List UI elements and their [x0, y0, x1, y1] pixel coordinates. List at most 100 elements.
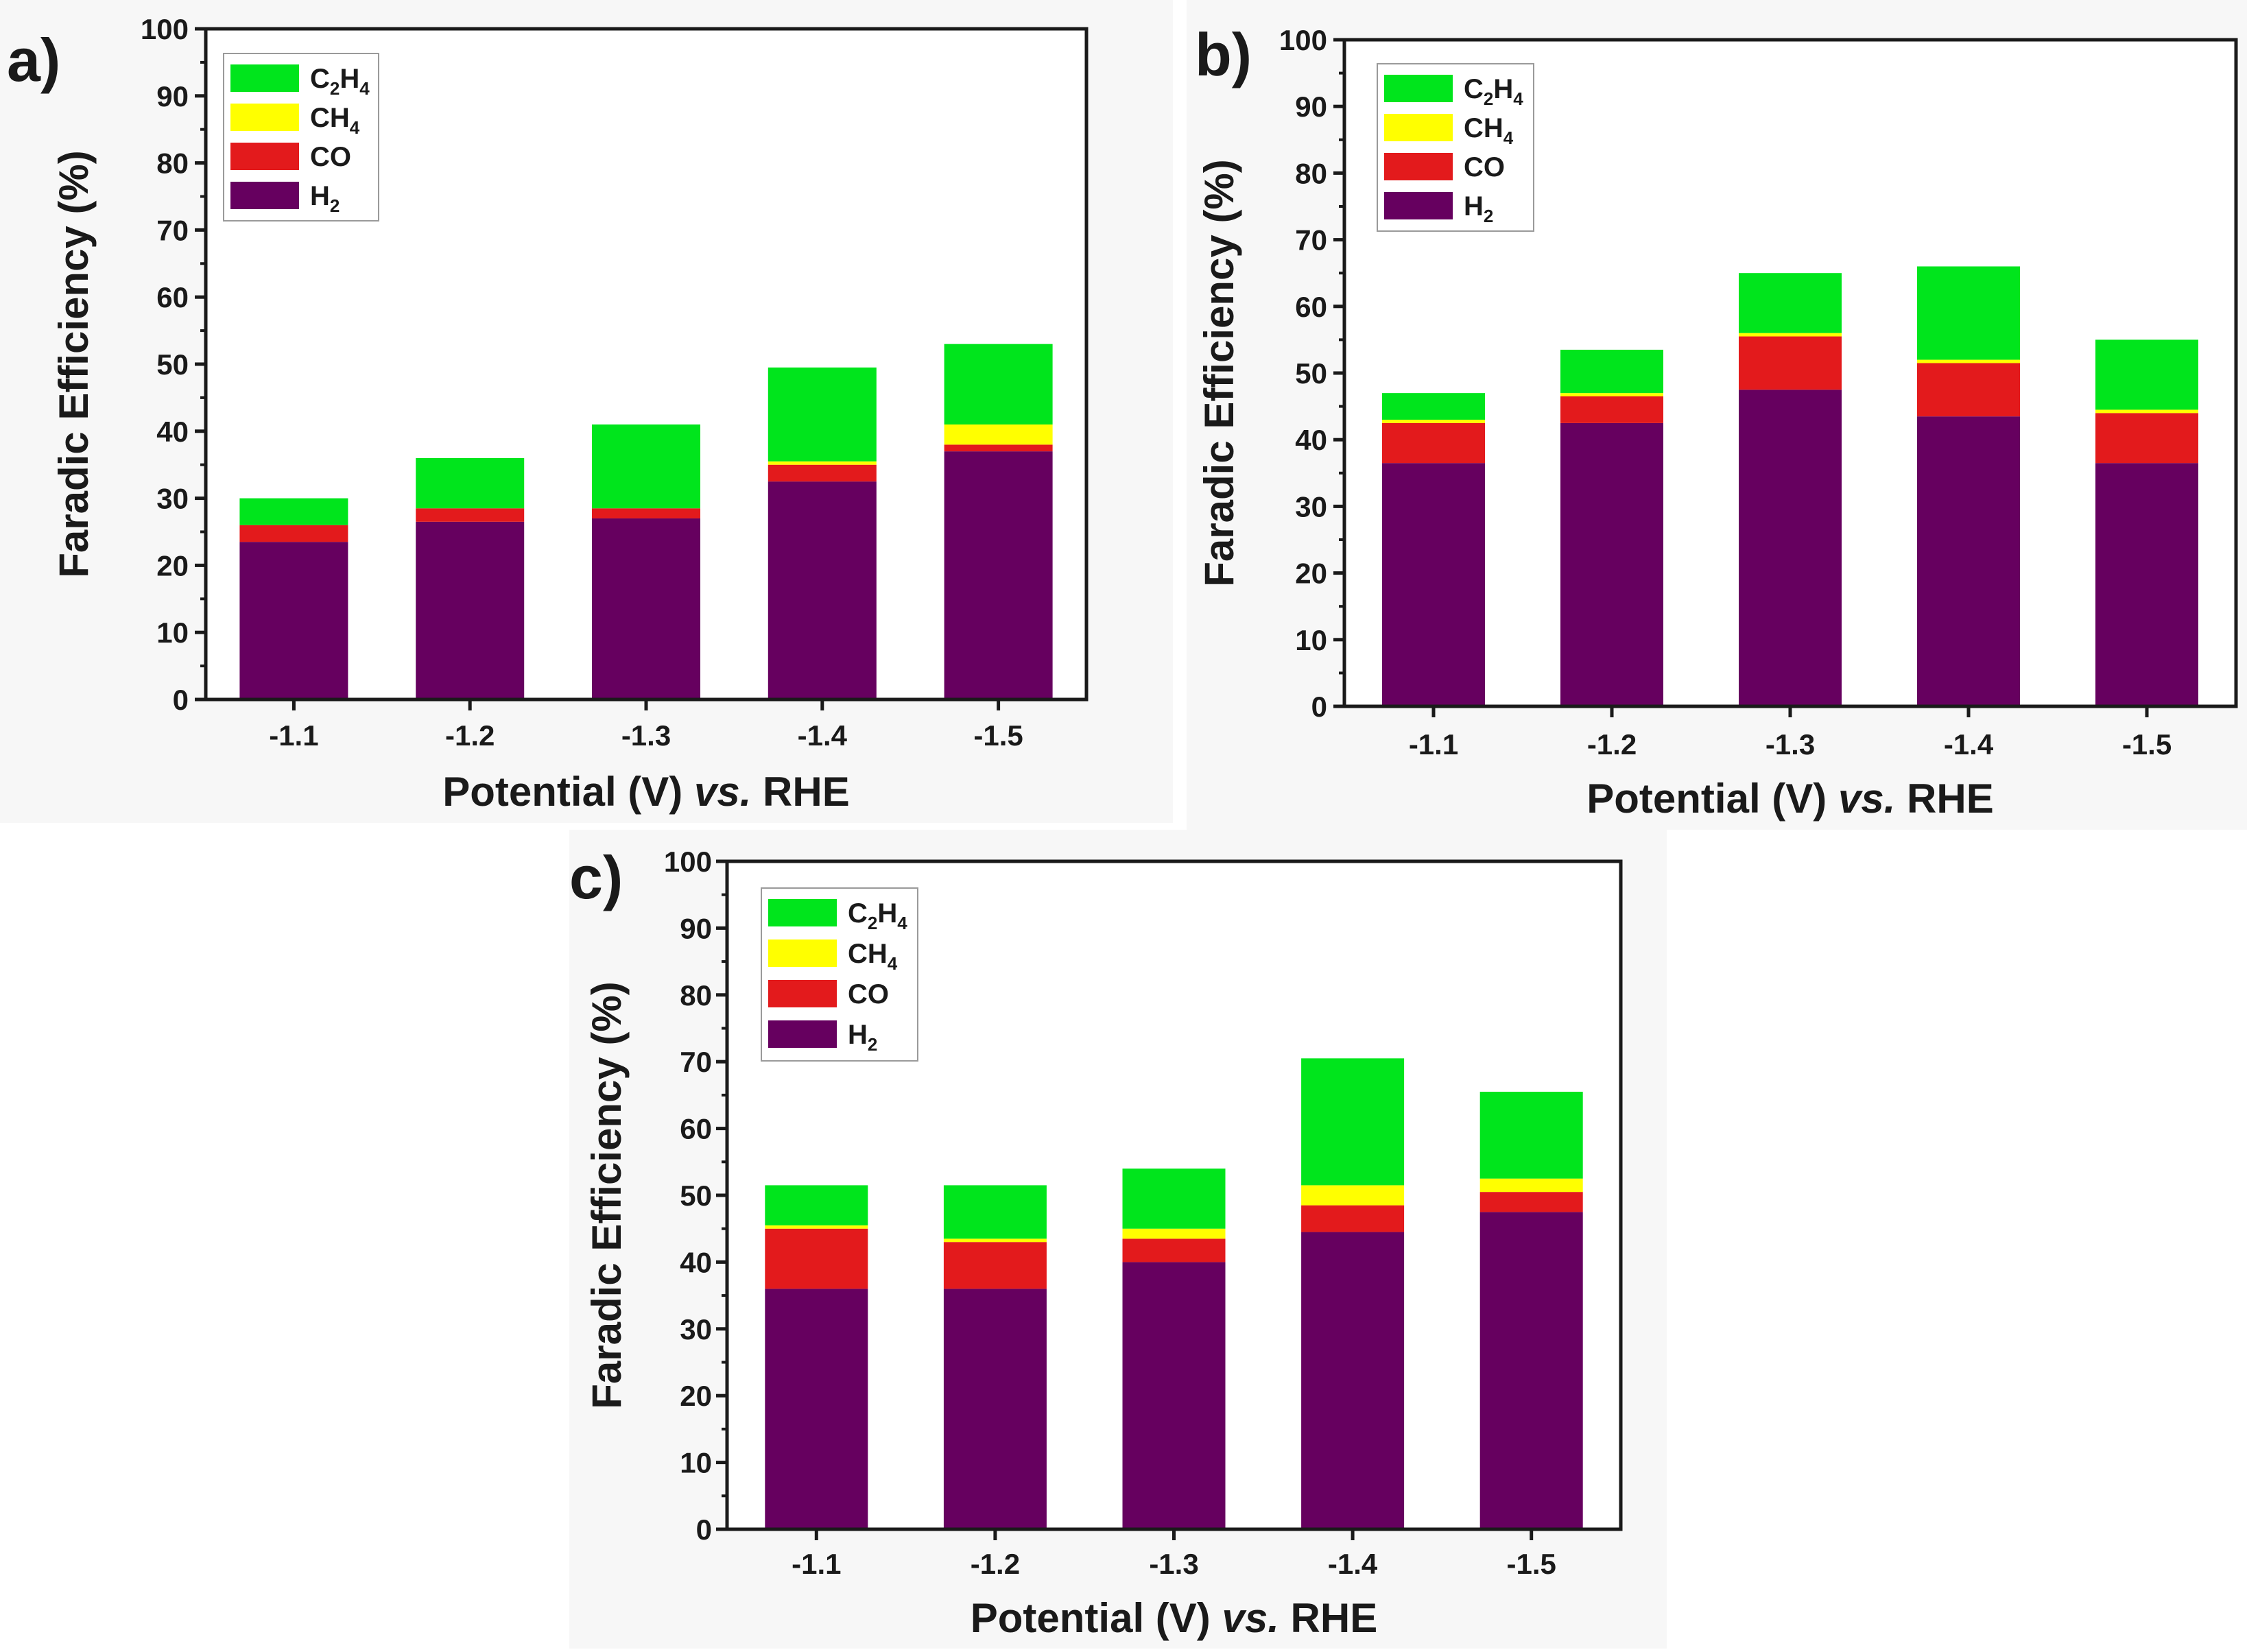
y-tick-label-a: 60 [156, 281, 189, 313]
bar-segment-co-b-4 [1917, 363, 2020, 417]
y-tick-label-a: 40 [156, 416, 189, 448]
x-tick-label-c: -1.5 [1507, 1548, 1556, 1580]
x-axis-title-c: Potential (V) vs. RHE [971, 1595, 1377, 1641]
panel-label-c: c) [569, 843, 623, 911]
bar-segment-co-a-3 [592, 508, 700, 518]
bar-segment-h2-a-1 [239, 542, 348, 699]
bar-segment-h2-a-2 [416, 521, 525, 699]
x-tick-label-a: -1.4 [798, 719, 848, 752]
y-tick-label-a: 90 [156, 80, 189, 112]
legend-swatch-ch4-a [230, 104, 299, 131]
bar-segment-h2-b-4 [1917, 416, 2020, 706]
bar-segment-c2h4-a-5 [944, 344, 1053, 425]
legend-label-co-c: CO [848, 979, 889, 1009]
bar-segment-h2-a-4 [768, 481, 877, 699]
bar-segment-co-a-2 [416, 508, 525, 522]
y-axis-title-b: Faradic Efficiency (%) [1196, 159, 1242, 587]
bar-segment-c2h4-c-5 [1479, 1092, 1583, 1179]
y-tick-label-a: 0 [173, 684, 189, 716]
y-tick-label-a: 30 [156, 483, 189, 515]
x-tick-label-b: -1.4 [1944, 728, 1994, 761]
bar-segment-ch4-b-4 [1917, 359, 2020, 363]
y-tick-label-a: 80 [156, 147, 189, 180]
chart-panel-a: a) 0 10 20 30 40 50 60 70 80 90 100 -1.1 -1.2 -1.3 -1.4… [0, 0, 1173, 823]
legend-swatch-co-a [230, 143, 299, 170]
bar-segment-co-b-5 [2095, 413, 2198, 464]
chart-panel-b: b) 0 10 20 30 40 50 60 70 80 90 100 -1.1 -1.2 -1.3 -1.4… [1187, 0, 2247, 830]
bar-segment-c2h4-c-4 [1301, 1058, 1405, 1186]
legend-label-c2h4-a: C2H4 [310, 64, 370, 99]
chart-c-svg: c) 0 10 20 30 40 50 60 70 80 90 100 -1.1 -1.2 -1.3 -1.4… [569, 843, 1623, 1641]
bar-segment-co-a-4 [768, 464, 877, 482]
bar-segment-h2-a-3 [592, 518, 700, 699]
y-tick-label-c: 50 [680, 1180, 712, 1212]
plot-frame-a [204, 27, 1089, 702]
bar-segment-ch4-a-5 [944, 424, 1053, 445]
legend-label-ch4-a: CH4 [310, 103, 360, 138]
bar-segment-ch4-b-3 [1739, 333, 1842, 337]
legend-label-c2h4-c: C2H4 [848, 898, 907, 933]
bar-segment-co-c-2 [943, 1242, 1047, 1289]
bar-segment-c2h4-a-4 [768, 367, 877, 462]
chart-panel-c: c) 0 10 20 30 40 50 60 70 80 90 100 -1.1 -1.2 -1.3 -1.4… [569, 830, 1667, 1649]
plot-frame-c [725, 859, 1623, 1531]
legend-label-h2-c: H2 [848, 1020, 877, 1055]
y-tick-label-a: 50 [156, 348, 189, 381]
y-tick-label-b: 20 [1295, 558, 1327, 590]
legend-label-ch4-b: CH4 [1464, 113, 1514, 148]
bar-segment-c2h4-b-3 [1739, 273, 1842, 333]
chart-a-svg: a) 0 10 20 30 40 50 60 70 80 90 100 -1.1 -1.2 -1.3 -1.4… [7, 13, 1089, 815]
y-tick-label-c: 80 [680, 979, 712, 1011]
x-tick-label-a: -1.1 [269, 719, 318, 752]
x-axis-title-a: Potential (V) vs. RHE [442, 769, 849, 815]
y-tick-label-b: 50 [1295, 357, 1327, 390]
bar-segment-co-b-1 [1382, 422, 1485, 464]
bar-segment-co-a-5 [944, 444, 1053, 452]
bar-segment-c2h4-a-1 [239, 498, 348, 525]
x-tick-label-c: -1.4 [1328, 1548, 1378, 1580]
bar-segment-ch4-b-5 [2095, 409, 2198, 414]
y-tick-label-a: 20 [156, 549, 189, 582]
x-tick-label-b: -1.2 [1587, 728, 1637, 761]
y-tick-label-b: 70 [1295, 224, 1327, 256]
legend-swatch-h2-b [1384, 192, 1453, 219]
x-tick-label-a: -1.2 [445, 719, 495, 752]
bar-segment-h2-c-5 [1479, 1212, 1583, 1529]
y-tick-label-b: 100 [1279, 24, 1327, 56]
x-tick-label-b: -1.5 [2122, 728, 2172, 761]
panel-label-b: b) [1195, 21, 1252, 88]
y-tick-label-c: 70 [680, 1046, 712, 1078]
bar-segment-co-c-3 [1122, 1238, 1226, 1262]
bar-segment-c2h4-b-1 [1382, 393, 1485, 420]
bar-segment-c2h4-c-3 [1122, 1169, 1226, 1229]
bar-segment-co-c-4 [1301, 1205, 1405, 1232]
bar-segment-h2-b-3 [1739, 390, 1842, 706]
bar-segment-h2-c-3 [1122, 1262, 1226, 1529]
y-tick-label-c: 30 [680, 1313, 712, 1345]
legend-swatch-h2-c [768, 1020, 837, 1048]
legend-swatch-h2-a [230, 182, 299, 209]
legend-swatch-co-c [768, 980, 837, 1007]
y-tick-label-c: 90 [680, 912, 712, 944]
bar-segment-c2h4-c-1 [765, 1185, 868, 1225]
y-tick-label-c: 10 [680, 1447, 712, 1479]
chart-b-svg: b) 0 10 20 30 40 50 60 70 80 90 100 -1.1 -1.2 -1.3 -1.4… [1195, 21, 2238, 822]
legend-label-co-a: CO [310, 142, 351, 172]
y-tick-label-b: 60 [1295, 291, 1327, 323]
x-tick-label-c: -1.2 [971, 1548, 1020, 1580]
y-tick-label-a: 10 [156, 616, 189, 649]
bar-segment-ch4-b-1 [1382, 420, 1485, 423]
y-tick-label-a: 100 [141, 13, 189, 45]
bar-segment-h2-c-1 [765, 1289, 868, 1529]
y-tick-label-c: 0 [696, 1513, 712, 1546]
y-tick-label-c: 60 [680, 1113, 712, 1145]
bar-segment-h2-b-2 [1560, 422, 1663, 706]
bar-segment-h2-a-5 [944, 451, 1053, 699]
bar-segment-co-a-1 [239, 525, 348, 542]
y-tick-label-a: 70 [156, 214, 189, 246]
bar-segment-h2-c-4 [1301, 1232, 1405, 1529]
bar-segment-ch4-c-2 [943, 1238, 1047, 1243]
x-tick-label-a: -1.5 [973, 719, 1023, 752]
bar-segment-co-b-3 [1739, 336, 1842, 390]
bar-segment-h2-c-2 [943, 1289, 1047, 1529]
